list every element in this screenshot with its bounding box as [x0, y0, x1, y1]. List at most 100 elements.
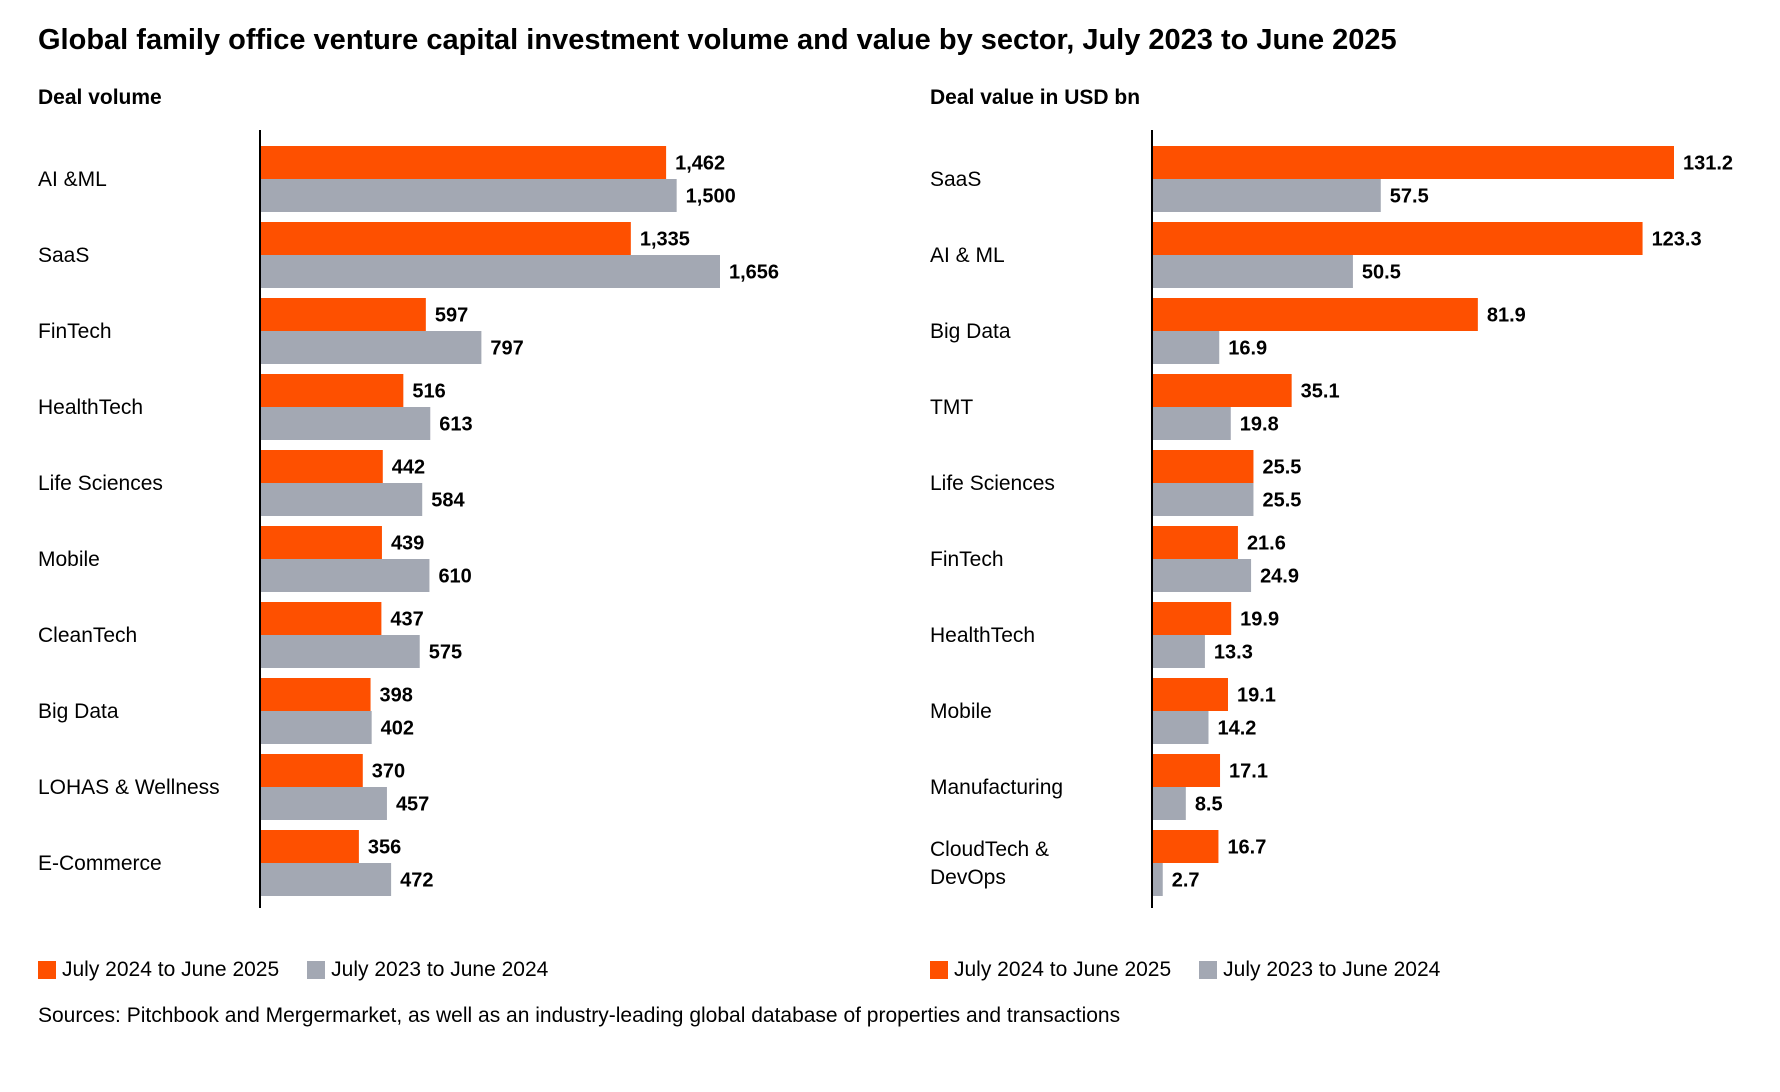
- value-label: 1,462: [675, 153, 725, 175]
- value-label: 370: [372, 761, 405, 783]
- value-label: 131.2: [1683, 153, 1733, 175]
- deal-volume-chart: AI &ML 1,462 1,500 SaaS 1,335 1,656 FinTech 597…: [38, 130, 779, 908]
- bar-current: [260, 374, 404, 407]
- bar-previous: [1152, 407, 1231, 440]
- category-label: E-Commerce: [38, 852, 162, 875]
- value-label: 439: [391, 533, 424, 555]
- category-label: SaaS: [38, 244, 89, 267]
- category-label: Mobile: [930, 700, 992, 723]
- value-label: 437: [390, 609, 423, 631]
- value-label: 1,656: [729, 262, 779, 284]
- value-label: 21.6: [1247, 533, 1286, 555]
- legend-swatch-previous: [307, 961, 326, 979]
- deal-volume-panel: AI &ML 1,462 1,500 SaaS 1,335 1,656 FinTech 597…: [38, 130, 858, 930]
- category-label: Big Data: [930, 320, 1011, 343]
- legend-item-current: July 2024 to June 2025: [38, 958, 279, 982]
- value-label: 2.7: [1172, 870, 1200, 892]
- value-label: 584: [431, 490, 465, 512]
- bar-current: [1152, 754, 1221, 787]
- value-label: 8.5: [1195, 794, 1223, 816]
- bar-previous: [260, 407, 431, 440]
- bar-previous: [260, 483, 423, 516]
- value-label: 356: [368, 837, 401, 859]
- bar-current: [1152, 678, 1228, 711]
- bar-previous: [260, 255, 720, 288]
- value-label: 123.3: [1652, 229, 1702, 251]
- value-label: 472: [400, 870, 433, 892]
- chart-title: Global family office venture capital inv…: [38, 24, 1397, 56]
- deal-value-panel: SaaS 131.2 57.5 AI & ML 123.3 50.5 Big Data 81.…: [930, 130, 1733, 930]
- value-label: 19.8: [1240, 414, 1279, 436]
- value-label: 575: [429, 642, 462, 664]
- category-label: CleanTech: [38, 624, 137, 647]
- category-label: Mobile: [38, 548, 100, 571]
- legend-item-previous: July 2023 to June 2024: [1199, 958, 1440, 982]
- bar-previous: [260, 331, 482, 364]
- legend-label-previous: July 2023 to June 2024: [1223, 958, 1441, 981]
- bar-current: [1152, 830, 1219, 863]
- bar-current: [1152, 374, 1292, 407]
- category-label: Manufacturing: [930, 776, 1063, 799]
- legend-label-previous: July 2023 to June 2024: [331, 958, 549, 981]
- bar-previous: [1152, 483, 1254, 516]
- value-label: 457: [396, 794, 429, 816]
- category-label: Life Sciences: [930, 472, 1055, 495]
- bar-current: [260, 754, 363, 787]
- bar-previous: [1152, 255, 1353, 288]
- legend-item-current: July 2024 to June 2025: [930, 958, 1171, 982]
- bar-previous: [1152, 179, 1381, 212]
- value-label: 35.1: [1301, 381, 1340, 403]
- bar-current: [260, 450, 383, 483]
- bar-previous: [260, 179, 677, 212]
- bar-previous: [1152, 863, 1163, 896]
- bar-current: [1152, 602, 1232, 635]
- value-label: 81.9: [1487, 305, 1526, 327]
- bar-current: [260, 526, 382, 559]
- category-label: CloudTech & DevOps: [930, 838, 1049, 889]
- value-label: 16.9: [1228, 338, 1267, 360]
- bar-previous: [1152, 331, 1220, 364]
- deal-value-chart: SaaS 131.2 57.5 AI & ML 123.3 50.5 Big Data 81.…: [930, 130, 1733, 908]
- bar-previous: [1152, 635, 1205, 668]
- value-label: 17.1: [1229, 761, 1268, 783]
- value-label: 50.5: [1362, 262, 1401, 284]
- bar-previous: [260, 559, 430, 592]
- value-label: 19.1: [1237, 685, 1276, 707]
- value-label: 25.5: [1262, 490, 1301, 512]
- category-label: Life Sciences: [38, 472, 163, 495]
- value-label: 597: [435, 305, 468, 327]
- bar-previous: [1152, 559, 1252, 592]
- bar-current: [260, 222, 631, 255]
- category-label: AI & ML: [930, 244, 1005, 267]
- bar-current: [260, 298, 426, 331]
- bar-previous: [1152, 787, 1186, 820]
- bar-current: [1152, 222, 1643, 255]
- legend-label-current: July 2024 to June 2025: [62, 958, 280, 981]
- bar-previous: [1152, 711, 1209, 744]
- deal-volume-subtitle: Deal volume: [38, 86, 162, 109]
- legend-label-current: July 2024 to June 2025: [954, 958, 1172, 981]
- category-label: SaaS: [930, 168, 981, 191]
- deal-value-subtitle: Deal value in USD bn: [930, 86, 1141, 109]
- category-label: AI &ML: [38, 168, 107, 191]
- category-label: TMT: [930, 396, 973, 419]
- category-label: HealthTech: [930, 624, 1035, 647]
- legend-swatch-current: [930, 961, 948, 979]
- bar-previous: [260, 635, 420, 668]
- value-label: 610: [438, 566, 471, 588]
- value-label: 797: [490, 338, 523, 360]
- value-label: 16.7: [1227, 837, 1266, 859]
- value-label: 13.3: [1214, 642, 1253, 664]
- value-label: 442: [392, 457, 425, 479]
- value-label: 516: [412, 381, 445, 403]
- value-label: 402: [381, 718, 414, 740]
- bar-current: [1152, 526, 1238, 559]
- value-label: 613: [439, 414, 472, 436]
- bar-current: [260, 146, 667, 179]
- category-label: FinTech: [38, 320, 112, 343]
- value-label: 1,500: [686, 186, 736, 208]
- legend-swatch-previous: [1199, 961, 1218, 979]
- value-label: 19.9: [1240, 609, 1279, 631]
- category-label: LOHAS & Wellness: [38, 776, 220, 799]
- bar-current: [1152, 450, 1254, 483]
